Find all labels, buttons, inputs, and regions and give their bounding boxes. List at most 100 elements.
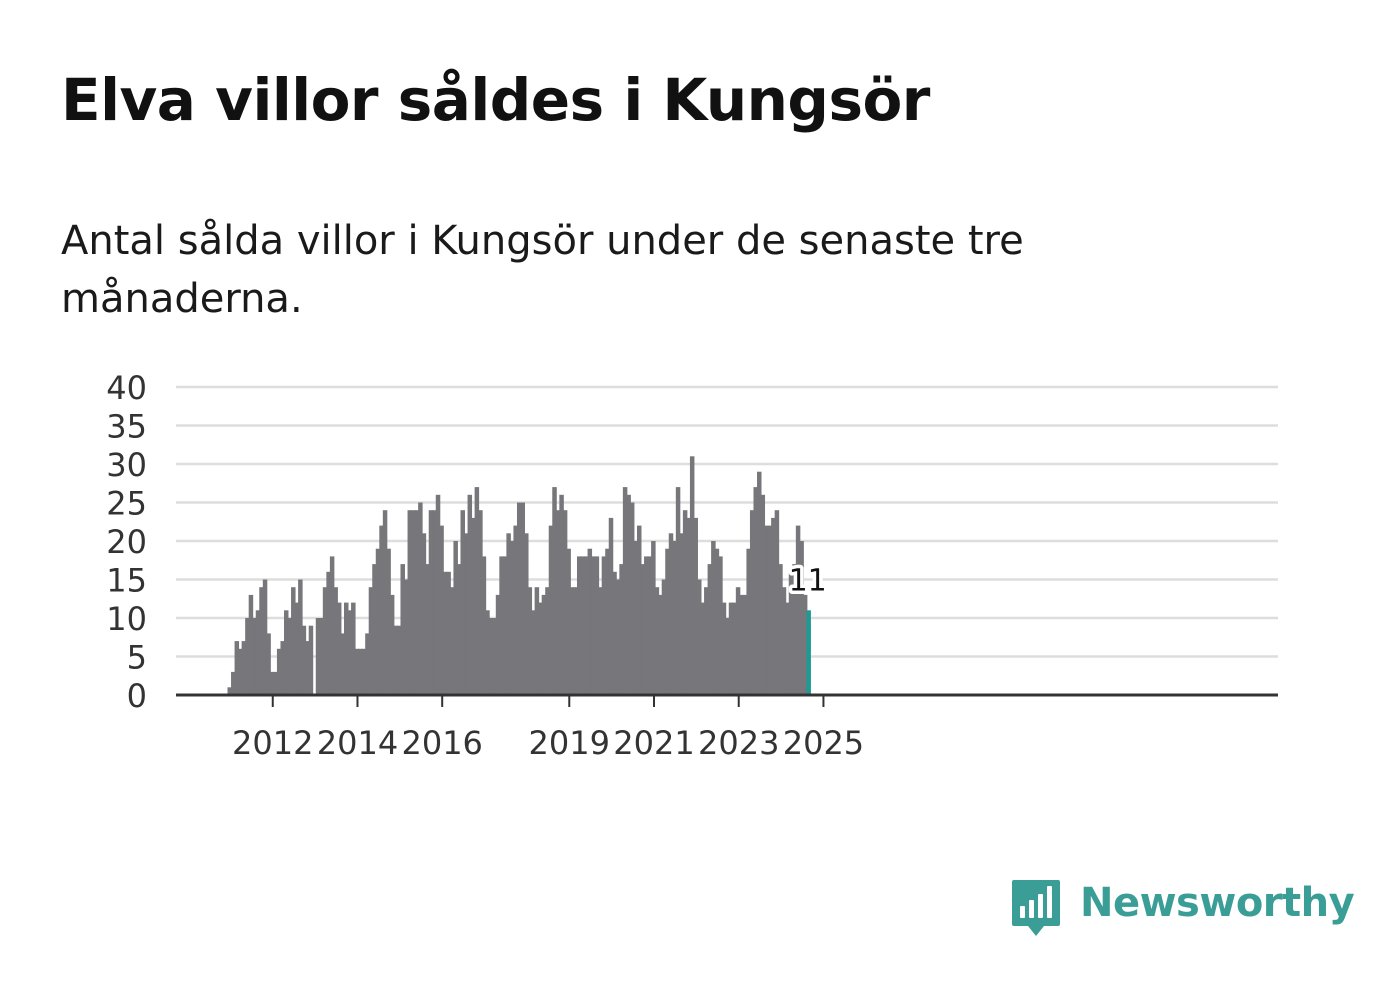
bar bbox=[488, 618, 494, 695]
bar bbox=[753, 487, 758, 695]
bar bbox=[425, 564, 430, 695]
y-tick-label: 10 bbox=[106, 600, 147, 638]
chart-title: Elva villor såldes i Kungsör bbox=[61, 66, 930, 134]
bar bbox=[718, 556, 723, 695]
bar bbox=[396, 625, 402, 695]
bar bbox=[471, 517, 476, 695]
bar bbox=[799, 541, 804, 695]
bar bbox=[569, 587, 575, 695]
bar bbox=[672, 541, 677, 695]
bar bbox=[319, 618, 324, 695]
bar bbox=[788, 571, 794, 695]
bar bbox=[619, 564, 624, 695]
bar bbox=[478, 510, 483, 695]
bar bbox=[675, 487, 681, 695]
bar bbox=[711, 541, 716, 695]
bar bbox=[238, 648, 243, 695]
bar-chart-speech-bubble-icon bbox=[1012, 880, 1060, 936]
bar bbox=[587, 548, 593, 695]
bar bbox=[538, 602, 543, 695]
bar bbox=[428, 510, 434, 695]
bar bbox=[336, 602, 342, 695]
bar bbox=[301, 625, 307, 695]
bar bbox=[661, 579, 667, 695]
bar bbox=[460, 510, 465, 695]
bar bbox=[400, 564, 405, 695]
bar bbox=[421, 533, 427, 695]
bar bbox=[361, 648, 367, 695]
bar bbox=[382, 510, 388, 695]
bar bbox=[492, 618, 497, 695]
bar bbox=[305, 641, 310, 695]
bar bbox=[562, 510, 568, 695]
y-tick-label: 35 bbox=[106, 408, 147, 446]
bar bbox=[291, 587, 296, 695]
bar bbox=[728, 602, 734, 695]
bar bbox=[379, 525, 384, 695]
bar bbox=[509, 541, 515, 695]
chart-subtitle: Antal sålda villor i Kungsör under de se… bbox=[61, 218, 1024, 322]
bar bbox=[386, 548, 391, 695]
bar bbox=[778, 564, 783, 695]
bar bbox=[626, 494, 631, 695]
brand-name: Newsworthy bbox=[1080, 880, 1355, 926]
bar bbox=[615, 579, 621, 695]
bar bbox=[792, 564, 797, 695]
bar bbox=[283, 610, 289, 695]
bar bbox=[665, 548, 670, 695]
bar bbox=[464, 533, 469, 695]
bar bbox=[294, 602, 300, 695]
bar bbox=[531, 610, 536, 695]
bar bbox=[499, 556, 504, 695]
bar bbox=[495, 594, 501, 695]
bar bbox=[605, 548, 610, 695]
bar bbox=[541, 594, 547, 695]
bar bbox=[389, 594, 395, 695]
bar bbox=[418, 502, 423, 695]
bar bbox=[693, 517, 698, 695]
bar bbox=[485, 610, 490, 695]
bar bbox=[449, 587, 455, 695]
x-tick-label: 2025 bbox=[783, 724, 864, 762]
bar bbox=[785, 602, 790, 695]
bar bbox=[456, 564, 462, 695]
bar bbox=[333, 587, 338, 695]
bar bbox=[372, 564, 377, 695]
bar bbox=[375, 548, 381, 695]
bar-highlight bbox=[806, 610, 811, 695]
bar bbox=[474, 487, 480, 695]
bar bbox=[446, 571, 451, 695]
bar bbox=[287, 618, 293, 695]
bar bbox=[700, 602, 706, 695]
bar bbox=[432, 510, 437, 695]
bar bbox=[594, 556, 600, 695]
bar bbox=[234, 641, 240, 695]
bar bbox=[771, 517, 776, 695]
bar bbox=[746, 548, 751, 695]
bar bbox=[757, 471, 762, 695]
bar bbox=[442, 571, 448, 695]
bar bbox=[555, 510, 561, 695]
bar bbox=[573, 587, 578, 695]
bar bbox=[269, 671, 275, 695]
x-axis-ticks: 2012 2014 2016 2019 2021 2023 2025 bbox=[232, 695, 864, 762]
bar bbox=[340, 633, 345, 695]
bar bbox=[516, 502, 522, 695]
y-tick-label: 40 bbox=[106, 369, 147, 407]
bar bbox=[545, 587, 550, 695]
bar bbox=[668, 533, 674, 695]
bar bbox=[636, 525, 642, 695]
bar bbox=[231, 671, 236, 695]
bar bbox=[358, 648, 363, 695]
bar bbox=[298, 579, 303, 695]
bar bbox=[576, 556, 582, 695]
bar bbox=[414, 510, 420, 695]
bar bbox=[566, 548, 571, 695]
bar bbox=[725, 618, 730, 695]
bar bbox=[481, 556, 487, 695]
bar bbox=[742, 594, 748, 695]
bar bbox=[559, 494, 564, 695]
bar bbox=[802, 594, 808, 695]
bar bbox=[262, 579, 268, 695]
